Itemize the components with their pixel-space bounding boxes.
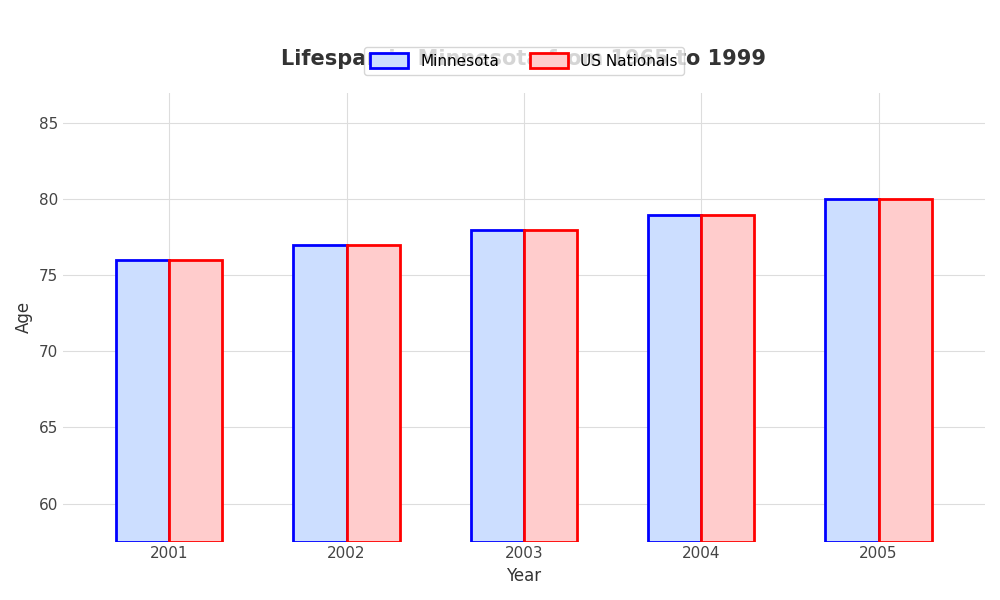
Y-axis label: Age: Age [15, 301, 33, 333]
X-axis label: Year: Year [506, 567, 541, 585]
Bar [116, 260, 169, 542]
Bar [524, 230, 577, 542]
Bar [648, 215, 701, 542]
Bar [293, 245, 347, 542]
Bar [879, 199, 932, 542]
Title: Lifespan in Minnesota from 1965 to 1999: Lifespan in Minnesota from 1965 to 1999 [281, 49, 766, 69]
Bar [169, 260, 222, 542]
Bar [701, 215, 754, 542]
Legend: Minnesota, US Nationals: Minnesota, US Nationals [364, 47, 684, 75]
Bar [347, 245, 400, 542]
Bar [825, 199, 879, 542]
Bar [471, 230, 524, 542]
